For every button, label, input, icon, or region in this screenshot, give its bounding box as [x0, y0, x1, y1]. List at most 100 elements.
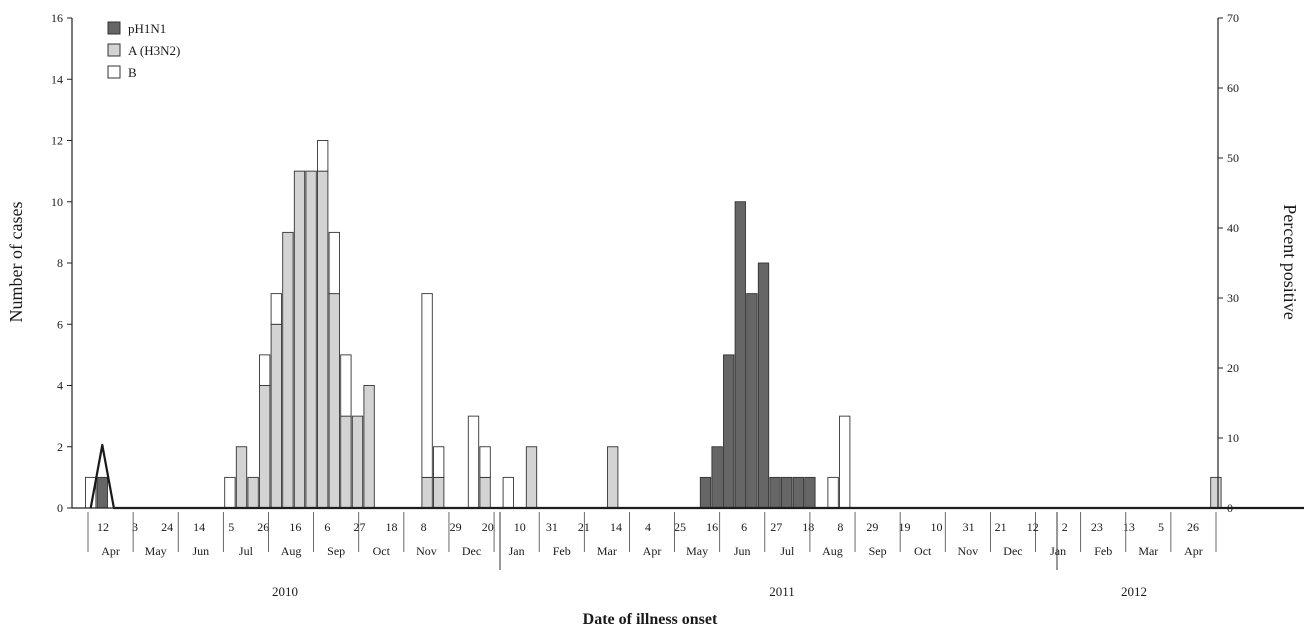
x-month-label: Apr — [1184, 544, 1203, 558]
y-tick-label: 14 — [51, 72, 63, 86]
x-day-label: 4 — [645, 520, 651, 534]
x-month-label: Feb — [1094, 544, 1112, 558]
x-month-label: Nov — [958, 544, 979, 558]
x-year-label: 2010 — [272, 584, 298, 599]
y-tick-label: 16 — [51, 11, 63, 25]
x-day-label: 18 — [386, 520, 398, 534]
x-month-label: Aug — [281, 544, 302, 558]
x-day-label: 10 — [931, 520, 943, 534]
x-day-label: 23 — [1091, 520, 1103, 534]
bar — [340, 415, 352, 509]
x-day-label: 19 — [898, 520, 910, 534]
y2-tick-label: 10 — [1227, 431, 1239, 445]
x-day-label: 5 — [228, 520, 234, 534]
x-day-label: 29 — [866, 520, 878, 534]
x-month-label: Jan — [1050, 544, 1066, 558]
x-month-label: Mar — [1138, 544, 1158, 558]
bar — [421, 476, 433, 509]
bar — [293, 170, 306, 509]
x-month-label: May — [686, 544, 708, 558]
bar — [235, 446, 248, 509]
x-day-label: 21 — [995, 520, 1007, 534]
bar — [363, 385, 375, 509]
bar — [224, 476, 236, 509]
legend-swatch — [107, 43, 121, 57]
bar — [317, 170, 329, 509]
bar — [723, 354, 735, 509]
x-month-label: Jun — [192, 544, 209, 558]
bar — [827, 476, 839, 509]
x-day-label: 16 — [706, 520, 718, 534]
legend-label: B — [128, 65, 137, 80]
bar — [769, 476, 781, 509]
bar — [433, 446, 445, 478]
y2-axis-title: Percent positive — [1280, 204, 1300, 319]
y-tick-label: 10 — [51, 195, 63, 209]
y2-tick-label: 30 — [1227, 291, 1239, 305]
x-day-label: 14 — [610, 520, 622, 534]
x-day-label: 24 — [161, 520, 173, 534]
x-month-label: Apr — [643, 544, 662, 558]
bar — [282, 231, 294, 509]
bar — [340, 354, 352, 417]
bar — [351, 415, 364, 509]
y2-tick-label: 40 — [1227, 221, 1239, 235]
x-month-label: Jul — [239, 544, 254, 558]
bar — [804, 476, 816, 509]
bar — [792, 476, 804, 509]
x-month-label: Nov — [416, 544, 437, 558]
legend: pH1N1 A (H3N2) B — [107, 21, 180, 80]
x-month-label: Jul — [780, 544, 795, 558]
x-day-label: 6 — [741, 520, 747, 534]
y2-tick-label: 20 — [1227, 361, 1239, 375]
bar — [421, 293, 433, 478]
y-tick-label: 0 — [57, 501, 63, 515]
bar — [839, 415, 851, 509]
y-tick-label: 6 — [57, 317, 63, 331]
x-day-label: 29 — [450, 520, 462, 534]
legend-swatch — [107, 21, 121, 35]
bar — [1210, 476, 1222, 509]
x-day-label: 13 — [1123, 520, 1135, 534]
x-day-label: 31 — [546, 520, 558, 534]
x-day-label: 8 — [837, 520, 843, 534]
bar — [328, 293, 340, 509]
x-axis-title: Date of illness onset — [583, 611, 718, 628]
x-month-label: Oct — [373, 544, 391, 558]
bar — [502, 476, 514, 509]
x-day-label: 26 — [1187, 520, 1199, 534]
y2-tick-label: 50 — [1227, 151, 1239, 165]
y2-tick-label: 70 — [1227, 11, 1239, 25]
x-day-label: 2 — [1062, 520, 1068, 534]
x-month-label: Dec — [462, 544, 481, 558]
x-month-label: May — [145, 544, 167, 558]
x-month-label: Oct — [914, 544, 932, 558]
x-day-label: 14 — [193, 520, 205, 534]
x-month-label: Sep — [869, 544, 887, 558]
x-month-label: Aug — [822, 544, 843, 558]
legend-label: A (H3N2) — [128, 43, 180, 58]
bar — [734, 201, 746, 509]
y-tick-label: 12 — [51, 134, 63, 148]
y2-tick-label: 0 — [1227, 501, 1233, 515]
x-day-label: 27 — [353, 520, 365, 534]
x-day-label: 25 — [674, 520, 686, 534]
bar — [305, 170, 317, 509]
x-year-label: 2011 — [769, 584, 795, 599]
x-month-label: Dec — [1003, 544, 1022, 558]
x-day-label: 12 — [97, 520, 109, 534]
x-day-label: 6 — [324, 520, 330, 534]
x-month-label: Sep — [327, 544, 345, 558]
bar — [525, 446, 538, 509]
y-tick-label: 2 — [57, 440, 63, 454]
x-month-label: Apr — [101, 544, 120, 558]
bar — [746, 293, 758, 509]
bar — [467, 415, 480, 509]
bar — [699, 476, 712, 509]
legend-swatch — [107, 65, 121, 79]
bar — [781, 476, 793, 509]
y-tick-label: 8 — [57, 256, 63, 270]
bar — [479, 446, 491, 478]
x-month-label: Jan — [509, 544, 525, 558]
